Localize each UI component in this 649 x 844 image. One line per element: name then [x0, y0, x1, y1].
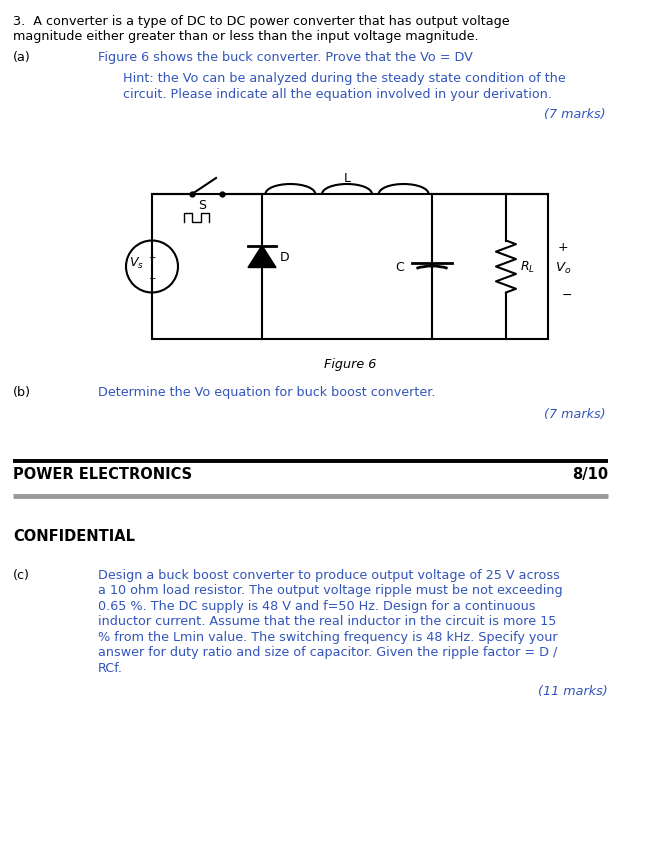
Text: S: S — [198, 199, 206, 212]
Text: CONFIDENTIAL: CONFIDENTIAL — [13, 528, 135, 544]
Text: +: + — [148, 252, 156, 262]
Text: a 10 ohm load resistor. The output voltage ripple must be not exceeding: a 10 ohm load resistor. The output volta… — [98, 584, 563, 597]
Text: (11 marks): (11 marks) — [538, 684, 608, 697]
Text: circuit. Please indicate all the equation involved in your derivation.: circuit. Please indicate all the equatio… — [123, 88, 552, 100]
Text: (a): (a) — [13, 51, 31, 63]
Text: magnitude either greater than or less than the input voltage magnitude.: magnitude either greater than or less th… — [13, 30, 478, 43]
Text: Figure 6: Figure 6 — [324, 358, 376, 371]
Text: C: C — [395, 261, 404, 273]
Text: Design a buck boost converter to produce output voltage of 25 V across: Design a buck boost converter to produce… — [98, 568, 560, 582]
Text: 0.65 %. The DC supply is 48 V and f=50 Hz. Design for a continuous: 0.65 %. The DC supply is 48 V and f=50 H… — [98, 599, 535, 612]
Text: (b): (b) — [13, 386, 31, 398]
Text: (7 marks): (7 marks) — [545, 108, 606, 121]
Text: $V_s$: $V_s$ — [129, 256, 144, 271]
Text: % from the Lmin value. The switching frequency is 48 kHz. Specify your: % from the Lmin value. The switching fre… — [98, 630, 557, 643]
Text: RCf.: RCf. — [98, 661, 123, 674]
Text: 8/10: 8/10 — [572, 467, 608, 481]
Text: answer for duty ratio and size of capacitor. Given the ripple factor = D /: answer for duty ratio and size of capaci… — [98, 646, 557, 658]
Text: $V_o$: $V_o$ — [555, 261, 571, 276]
Text: (c): (c) — [13, 568, 30, 582]
Text: +: + — [558, 241, 569, 254]
Text: −: − — [562, 289, 572, 301]
Text: Determine the Vo equation for buck boost converter.: Determine the Vo equation for buck boost… — [98, 386, 435, 398]
Text: 3.  A converter is a type of DC to DC power converter that has output voltage: 3. A converter is a type of DC to DC pow… — [13, 15, 509, 28]
Text: (7 marks): (7 marks) — [545, 407, 606, 420]
Text: L: L — [343, 172, 350, 185]
Text: −: − — [148, 273, 156, 282]
Text: D: D — [280, 251, 289, 263]
Text: inductor current. Assume that the real inductor in the circuit is more 15: inductor current. Assume that the real i… — [98, 614, 556, 628]
Text: $R_L$: $R_L$ — [520, 260, 535, 275]
Text: Figure 6 shows the buck converter. Prove that the Vo = DV: Figure 6 shows the buck converter. Prove… — [98, 51, 473, 63]
Polygon shape — [248, 246, 276, 268]
Text: Hint: the Vo can be analyzed during the steady state condition of the: Hint: the Vo can be analyzed during the … — [123, 73, 566, 85]
Bar — [152, 195, 548, 339]
Text: POWER ELECTRONICS: POWER ELECTRONICS — [13, 467, 192, 481]
